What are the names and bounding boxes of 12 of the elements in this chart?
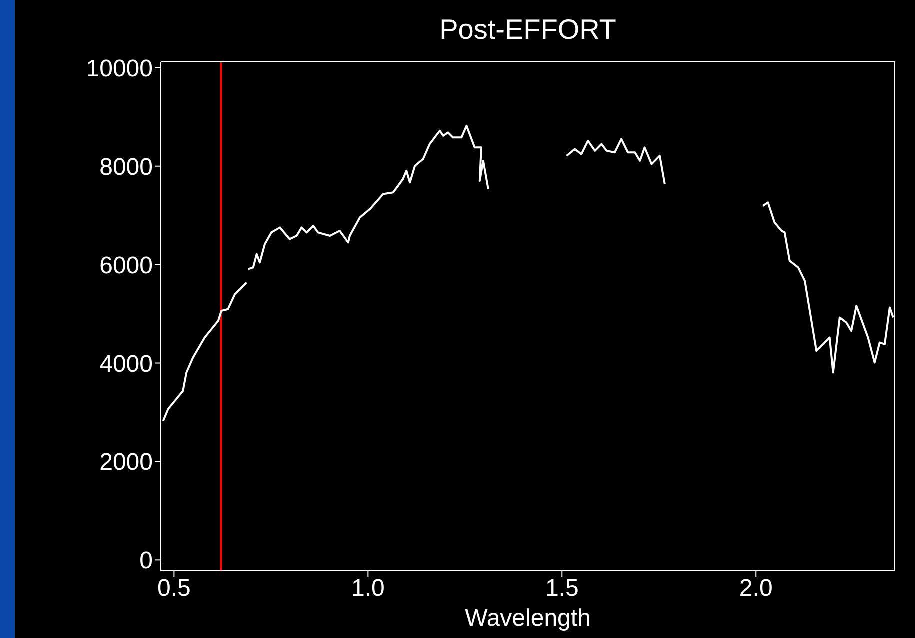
y-tick-label: 8000 xyxy=(100,154,153,181)
x-axis-title: Wavelength xyxy=(465,605,591,632)
chart-title: Post-EFFORT xyxy=(438,14,618,46)
y-tick-label: 4000 xyxy=(100,350,153,378)
x-tick-label: 1.5 xyxy=(545,575,579,602)
y-tick-label: 0 xyxy=(140,548,153,575)
y-tick-label: 10000 xyxy=(86,55,153,82)
x-tick-label: 1.0 xyxy=(351,575,385,602)
x-tick-label: 0.5 xyxy=(158,575,191,602)
x-tick-label: 2.0 xyxy=(739,575,773,602)
y-tick-label: 2000 xyxy=(100,449,153,476)
y-tick-label: 6000 xyxy=(100,252,153,280)
